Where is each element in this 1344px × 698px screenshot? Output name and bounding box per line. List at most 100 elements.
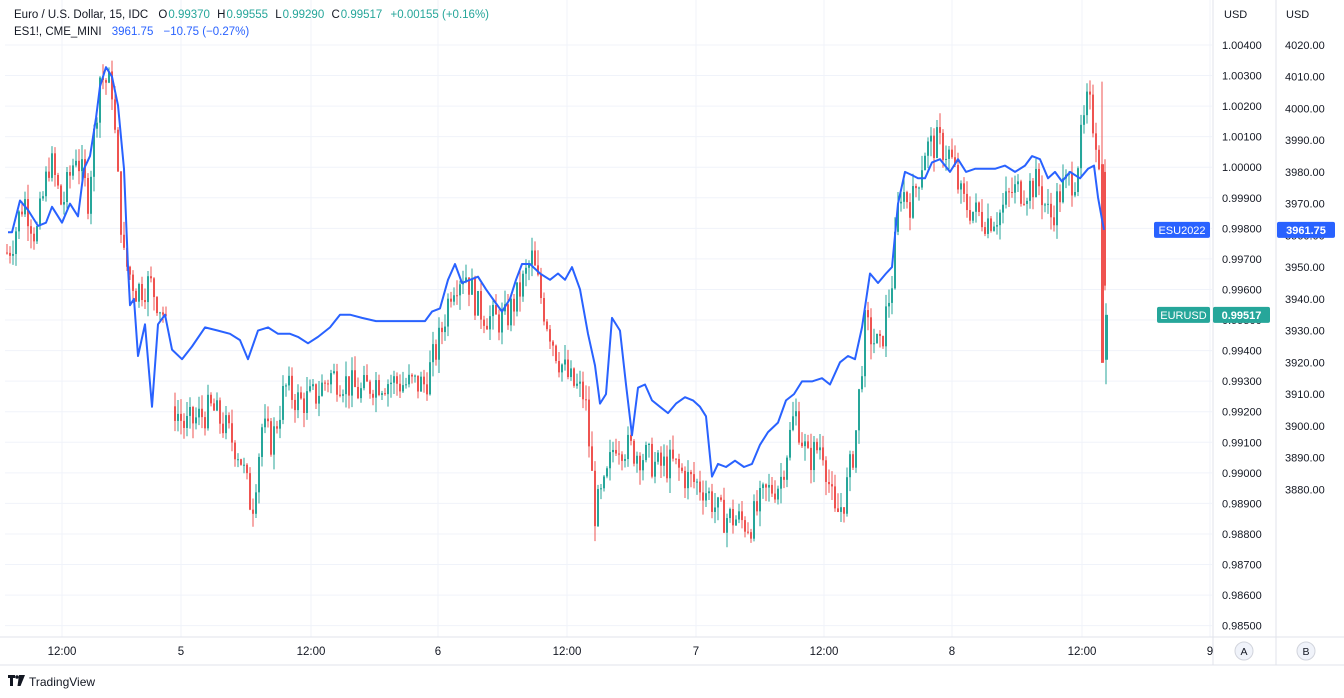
legend-close-value: 0.99517 (340, 9, 383, 21)
candle-body (159, 312, 161, 314)
candle-body (174, 406, 176, 421)
eurusd-tick-label: 1.00200 (1222, 101, 1262, 113)
candle (1038, 163, 1040, 196)
scale-button-a[interactable]: A (1240, 646, 1247, 658)
candle (624, 454, 626, 468)
candle-body (597, 488, 599, 527)
candle (231, 409, 233, 452)
candle-body (834, 486, 836, 509)
es-tick-label: 3930.00 (1285, 326, 1325, 338)
candle (66, 167, 68, 209)
candle-body (822, 447, 824, 461)
candle (363, 365, 365, 391)
candle-body (684, 470, 686, 489)
candle (75, 149, 77, 168)
candle (318, 380, 320, 417)
candle (447, 293, 449, 337)
candle-body (132, 274, 134, 291)
candle-body (12, 253, 14, 256)
candle-body (705, 493, 707, 501)
left-axis-unit: USD (1224, 9, 1247, 21)
candle-body (255, 492, 257, 514)
candle-body (735, 519, 737, 526)
chart-legend: Euro / U.S. Dollar, 15, IDC O0.99370 H0.… (14, 7, 490, 41)
candle-body (792, 416, 794, 430)
candle (582, 371, 584, 409)
candle (849, 450, 851, 492)
candle (714, 493, 716, 524)
candle-body (297, 392, 299, 411)
time-tick-label: 7 (693, 646, 699, 658)
candle (195, 407, 197, 430)
scale-button-b-bg[interactable] (1296, 641, 1316, 661)
candle-body (1059, 191, 1061, 203)
candle-body (648, 443, 650, 445)
candle (192, 405, 194, 439)
candle (1059, 184, 1061, 212)
candle (1050, 192, 1052, 230)
candle-body (771, 484, 773, 494)
scale-button-b[interactable]: B (1302, 646, 1309, 658)
candle-body (1050, 203, 1052, 218)
candle (789, 421, 791, 461)
candle-body (534, 250, 536, 266)
candle-body (54, 153, 56, 175)
es-tick-label: 4020.00 (1285, 40, 1325, 52)
candle (375, 371, 377, 413)
candle (543, 292, 545, 326)
candle (960, 180, 962, 204)
candle-body (756, 501, 758, 512)
candle (726, 513, 728, 548)
candle-body (387, 384, 389, 395)
candle-body (57, 174, 59, 186)
candle-body (354, 370, 356, 387)
candle-body (93, 128, 95, 177)
candle-body (1017, 181, 1019, 185)
candle (573, 367, 575, 388)
candle (507, 294, 509, 330)
candle (30, 219, 32, 249)
candle-body (474, 278, 476, 316)
candle-body (90, 176, 92, 214)
candle-body (186, 415, 188, 428)
tradingview-branding[interactable]: TradingView (8, 674, 95, 689)
candle-body (696, 481, 698, 483)
candle (996, 212, 998, 235)
candle-body (627, 434, 629, 460)
candle (198, 396, 200, 426)
candle (636, 451, 638, 473)
scale-button-a-bg[interactable] (1234, 641, 1254, 661)
time-tick-label: 12:00 (1068, 646, 1097, 658)
candle (1041, 175, 1043, 220)
candle-body (408, 374, 410, 385)
legend-secondary-title[interactable]: ES1!, CME_MINI (14, 26, 102, 38)
candle (429, 350, 431, 396)
candle-body (231, 423, 233, 443)
candle (306, 377, 308, 420)
candle (210, 392, 212, 407)
candle-body (975, 202, 977, 212)
candle-body (531, 250, 533, 265)
candle-body (18, 211, 20, 232)
es-tick-label: 3900.00 (1285, 421, 1325, 433)
candle (516, 282, 518, 317)
candle (903, 178, 905, 209)
eurusd-value-tag-bg (1213, 306, 1270, 323)
es-series-line (8, 66, 1105, 478)
candle (372, 389, 374, 406)
candle-body (582, 381, 584, 400)
candle-body (381, 393, 383, 395)
candle (444, 314, 446, 341)
candle-body (780, 476, 782, 489)
legend-symbol-title[interactable]: Euro / U.S. Dollar, 15, IDC (14, 9, 149, 21)
candle (783, 470, 785, 489)
candle (390, 374, 392, 398)
candle (549, 324, 551, 350)
candle (864, 304, 866, 388)
candle-body (936, 127, 938, 158)
candle-body (717, 497, 719, 508)
candle-body (909, 202, 911, 218)
candle (156, 296, 158, 316)
